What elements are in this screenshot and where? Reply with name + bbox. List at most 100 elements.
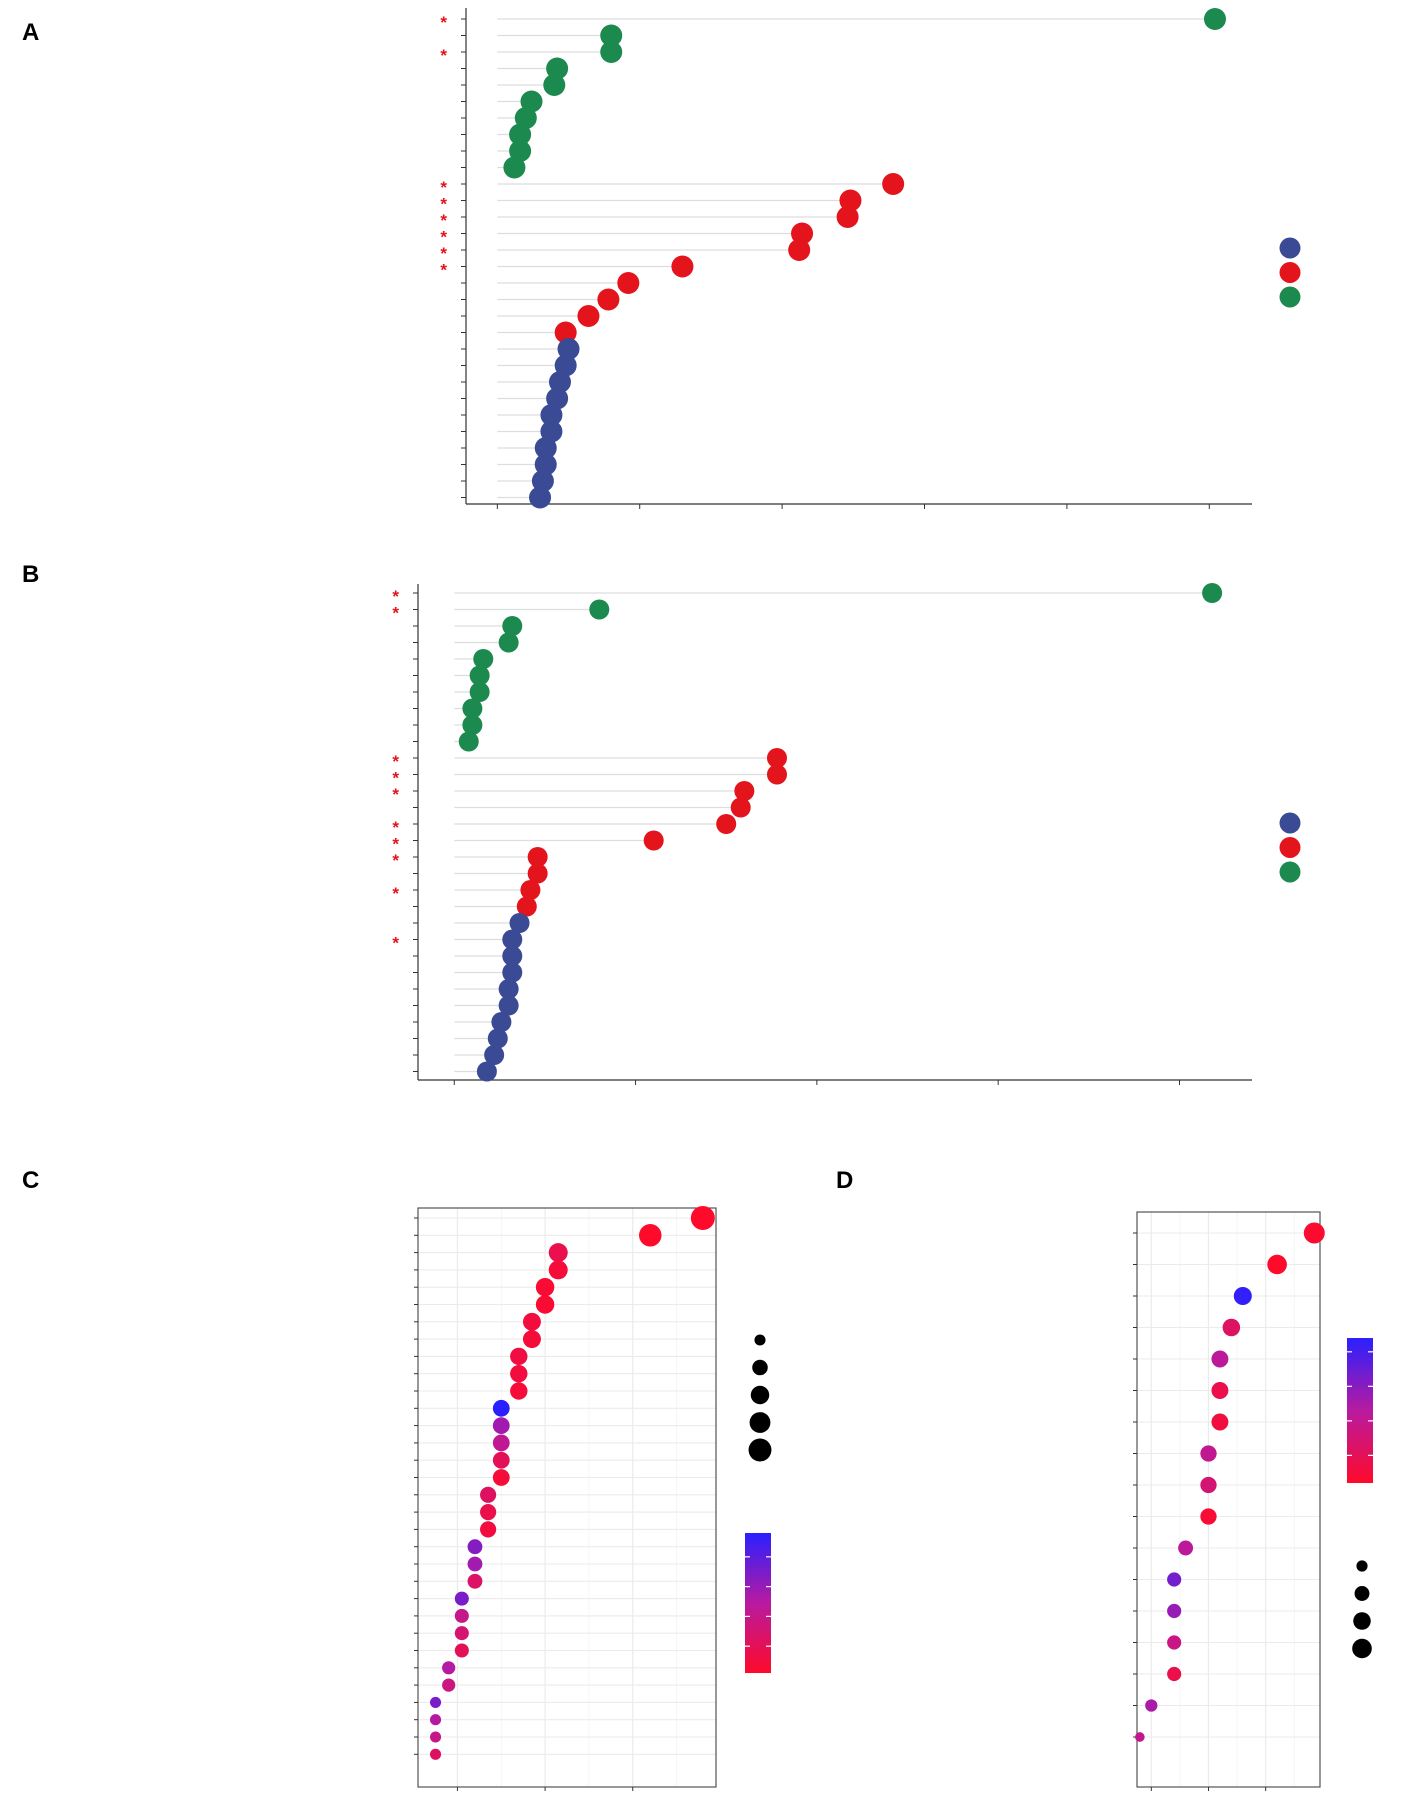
lollipop-dot xyxy=(791,222,814,245)
bubble-point xyxy=(467,1556,483,1572)
bubble-point xyxy=(467,1539,483,1555)
panel-label-d: D xyxy=(836,1167,853,1194)
bubble-point xyxy=(492,1469,510,1486)
bubble-point xyxy=(535,1277,555,1297)
panel-a-chart: ******** xyxy=(440,8,1301,509)
lollipop-dot xyxy=(520,880,541,900)
bubble-point xyxy=(442,1661,456,1675)
pvalue-colorbar xyxy=(745,1533,771,1673)
lollipop-dot xyxy=(839,189,862,212)
lollipop-dot xyxy=(473,649,494,669)
lollipop-dot xyxy=(554,321,577,344)
lollipop-dot xyxy=(600,41,623,63)
bubble-point xyxy=(429,1748,442,1760)
significance-star: * xyxy=(392,934,399,953)
lollipop-dot xyxy=(520,90,543,113)
bubble-point xyxy=(1167,1572,1182,1587)
lollipop-dot xyxy=(527,847,548,867)
bubble-point xyxy=(429,1696,442,1708)
lollipop-dot xyxy=(730,797,751,818)
lollipop-dot xyxy=(469,682,490,702)
count-legend-dot xyxy=(1353,1612,1371,1630)
bubble-point xyxy=(492,1417,510,1434)
lollipop-dot xyxy=(554,354,577,377)
lollipop-dot xyxy=(836,206,859,228)
lollipop-dot xyxy=(502,962,523,983)
significance-star: * xyxy=(392,785,399,804)
lollipop-dot xyxy=(516,896,537,917)
lollipop-dot xyxy=(484,1045,505,1065)
bubble-point xyxy=(548,1243,568,1263)
count-legend-dot xyxy=(752,1359,768,1376)
pvalue-colorbar xyxy=(1347,1338,1373,1483)
bubble-point xyxy=(454,1626,469,1641)
lollipop-dot xyxy=(491,1012,512,1032)
significance-star: * xyxy=(440,195,447,214)
lollipop-dot xyxy=(1202,583,1223,603)
lollipop-dot xyxy=(548,371,571,393)
significance-star: * xyxy=(440,211,447,230)
lollipop-dot xyxy=(527,863,548,884)
bubble-point xyxy=(492,1451,510,1469)
lollipop-dot xyxy=(534,437,557,459)
lollipop-dot xyxy=(509,140,532,162)
lollipop-dot xyxy=(671,255,694,278)
bubble-point xyxy=(1211,1413,1229,1431)
bubble-point xyxy=(639,1224,662,1247)
lollipop-dot xyxy=(498,632,519,653)
significance-star: * xyxy=(440,46,447,65)
bubble-point xyxy=(454,1608,469,1623)
lollipop-dot xyxy=(766,748,787,768)
legend-dot xyxy=(1279,237,1301,259)
bubble-point xyxy=(1135,1732,1145,1742)
lollipop-dot xyxy=(766,764,787,785)
bubble-point xyxy=(522,1312,541,1331)
lollipop-dot xyxy=(502,929,523,950)
lollipop-dot xyxy=(462,698,483,719)
lollipop-dot xyxy=(540,404,563,426)
bubble-point xyxy=(480,1521,497,1538)
lollipop-dot xyxy=(476,1061,497,1082)
lollipop-dot xyxy=(531,470,554,492)
significance-star: * xyxy=(392,604,399,623)
legend-dot xyxy=(1279,812,1301,834)
lollipop-dot xyxy=(529,486,552,509)
significance-star: * xyxy=(440,13,447,32)
panel-label-c: C xyxy=(22,1167,39,1194)
lollipop-dot xyxy=(498,979,519,999)
bubble-point xyxy=(522,1330,541,1349)
bubble-point xyxy=(1267,1254,1287,1275)
lollipop-dot xyxy=(1203,8,1226,30)
legend-dot xyxy=(1279,262,1301,283)
lollipop-dot xyxy=(462,715,483,735)
lollipop-dot xyxy=(502,946,523,966)
count-legend-dot xyxy=(1352,1638,1372,1659)
bubble-point xyxy=(1167,1666,1182,1682)
bubble-point xyxy=(510,1347,528,1366)
bubble-point xyxy=(1211,1350,1229,1368)
count-legend-dot xyxy=(754,1334,766,1346)
bubble-point xyxy=(442,1678,456,1692)
lollipop-dot xyxy=(514,107,537,129)
legend-dot xyxy=(1279,837,1301,858)
lollipop-dot xyxy=(597,288,620,311)
count-legend-dot xyxy=(749,1412,771,1433)
bubble-point xyxy=(1303,1222,1325,1244)
significance-star: * xyxy=(392,587,399,606)
bubble-point xyxy=(1211,1382,1229,1399)
bubble-point xyxy=(429,1714,442,1726)
lollipop-dot xyxy=(788,239,811,261)
lollipop-dot xyxy=(546,387,569,410)
bubble-point xyxy=(1167,1603,1182,1619)
bubble-point xyxy=(690,1206,715,1230)
plot-border xyxy=(417,1207,717,1788)
plot-background xyxy=(418,1208,716,1787)
lollipop-dot xyxy=(503,156,526,179)
bubble-point xyxy=(1200,1476,1217,1494)
significance-star: * xyxy=(440,261,447,280)
lollipop-dot xyxy=(716,814,737,834)
lollipop-dot xyxy=(509,913,530,933)
significance-star: * xyxy=(392,851,399,870)
bubble-point xyxy=(1200,1445,1217,1462)
legend-dot xyxy=(1279,861,1301,883)
